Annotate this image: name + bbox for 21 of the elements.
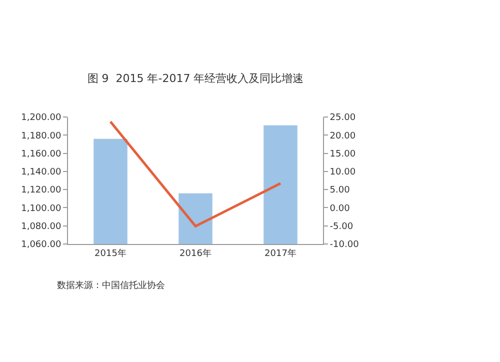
y-tick-label: 1,200.00 (21, 113, 62, 124)
y-tick-label: 1,100.00 (21, 204, 62, 214)
y2-tick-label: -10.00 (330, 240, 360, 250)
y-tick-label: 1,140.00 (21, 168, 62, 178)
y2-tick-label: 20.00 (330, 131, 356, 142)
y-tick-label: 1,160.00 (21, 149, 62, 160)
y-tick-label: 1,180.00 (21, 131, 62, 142)
chart-title: 图 9 2015 年-2017 年经营收入及同比增速 (87, 72, 304, 85)
y2-tick-label: -5.00 (330, 222, 354, 232)
source-note: 数据来源：中国信托业协会 (57, 280, 165, 291)
y2-tick-label: 25.00 (330, 113, 356, 124)
y-tick-label: 1,120.00 (21, 186, 62, 196)
y2-tick-label: 0.00 (330, 204, 350, 214)
x-tick-label: 2017年 (264, 248, 296, 259)
y2-tick-label: 15.00 (330, 149, 356, 160)
y2-tick-label: 5.00 (330, 186, 350, 196)
y2-tick-label: 10.00 (330, 168, 356, 178)
x-tick-label: 2016年 (180, 248, 212, 259)
y-tick-label: 1,060.00 (21, 240, 62, 250)
y-tick-label: 1,080.00 (21, 222, 62, 232)
x-tick-label: 2015年 (94, 248, 126, 259)
